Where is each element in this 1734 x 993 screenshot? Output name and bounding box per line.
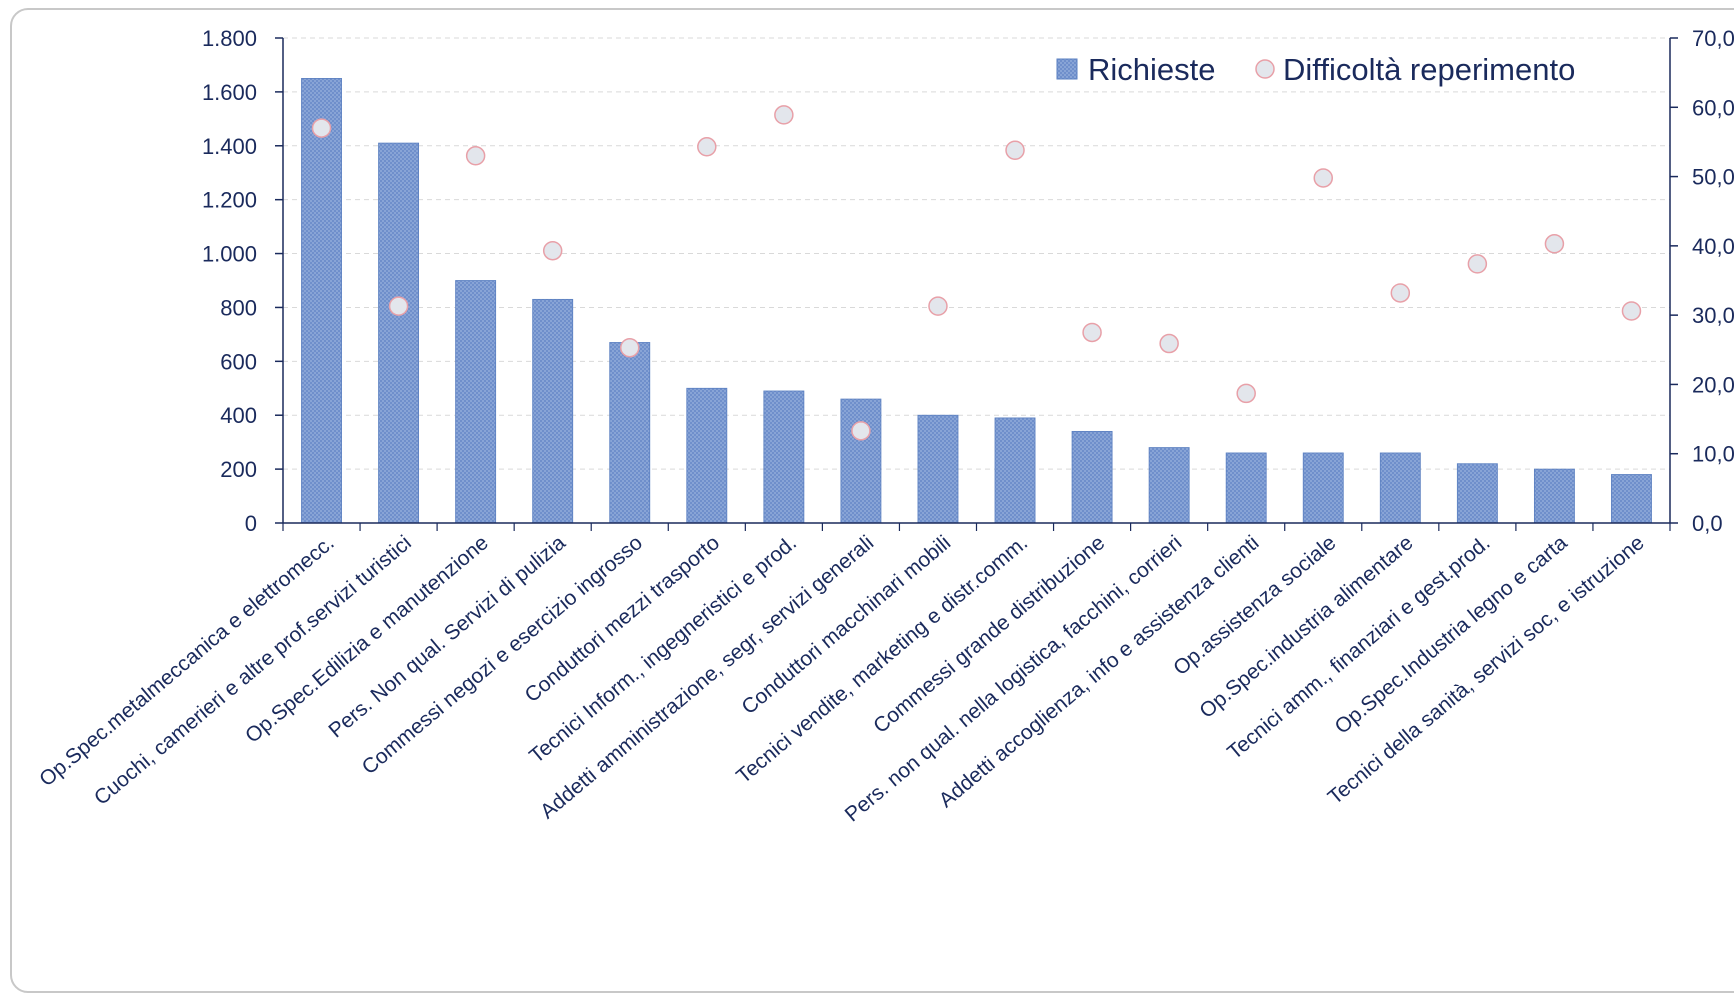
x-category-label: Commessi negozi e esercizio ingrosso [358,531,647,779]
y-right-tick-label: 60,0 [1692,95,1734,120]
y-left-tick-label: 1.400 [202,134,257,159]
y-left-tick-label: 1.200 [202,188,257,213]
marker-difficolta [620,337,640,358]
legend: Richieste Difficoltà reperimento [1056,52,1575,87]
y-left-tick-label: 200 [220,457,257,482]
bar-richieste [378,142,420,524]
bar-richieste [763,390,805,524]
marker-difficolta [542,240,563,261]
marker-difficolta [1390,283,1411,303]
x-category-label: Tecnici Inform., ingegneristici e prod. [525,531,801,768]
y-left-tick-label: 400 [220,403,257,428]
bar-richieste [1456,463,1498,524]
y-left-tick-label: 1.000 [202,242,257,267]
y-right-tick-label: 30,0 [1692,303,1734,328]
y-right-tick-label: 10,0 [1692,442,1734,467]
marker-difficolta [311,118,332,138]
marker-difficolta [928,296,948,316]
marker-difficolta [388,296,409,316]
bar-richieste [609,342,651,524]
bar-richieste [1533,468,1575,524]
marker-difficolta [1082,322,1102,343]
y-left-tick-label: 600 [220,349,257,374]
bar-richieste [532,298,574,524]
bar-richieste [917,414,959,524]
legend-marker-difficolta [1255,59,1275,79]
bar-richieste [1379,452,1421,524]
y-left-tick-label: 0 [245,511,257,536]
markers [311,105,1642,441]
y-left-tick-label: 1.800 [202,26,257,51]
bar-richieste [686,387,728,524]
marker-difficolta [1236,383,1256,404]
marker-difficolta [1621,301,1642,321]
marker-difficolta [1159,333,1179,354]
marker-difficolta [1005,140,1025,160]
marker-difficolta [1313,168,1333,188]
axes [275,37,1678,531]
bar-richieste [455,280,497,524]
y-right-tick-label: 0,0 [1692,511,1723,536]
bar-richieste [1148,447,1190,524]
legend-label-difficolta: Difficoltà reperimento [1283,52,1575,87]
marker-difficolta [851,421,871,441]
y-left-tick-label: 800 [220,295,257,320]
y-right-tick-label: 50,0 [1692,165,1734,190]
bars [301,78,1652,524]
bar-richieste [1225,452,1267,524]
marker-difficolta [465,146,486,166]
marker-difficolta [774,105,794,125]
bar-richieste [301,78,342,524]
bar-richieste [1302,452,1344,524]
x-category-label: Op.Spec.metalmeccanica e elettromecc. [35,531,339,791]
y-right-tick-label: 70,0 [1692,26,1734,51]
y-right-tick-label: 40,0 [1692,234,1734,259]
labels: 0 200 400 600 800 1.000 1.200 1.400 1.600 1.800 0,… [35,26,1734,826]
marker-difficolta [1544,234,1565,254]
y-right-tick-label: 20,0 [1692,372,1734,397]
marker-difficolta [697,137,717,157]
marker-difficolta [1467,254,1488,274]
gridlines [283,37,1670,470]
bar-richieste [1071,430,1113,524]
y-left-tick-label: 1.600 [202,80,257,105]
bar-richieste [840,398,882,524]
bar-richieste [994,417,1036,524]
legend-swatch-richieste [1056,58,1078,80]
legend-label-richieste: Richieste [1088,52,1216,87]
bar-richieste [1611,474,1652,524]
